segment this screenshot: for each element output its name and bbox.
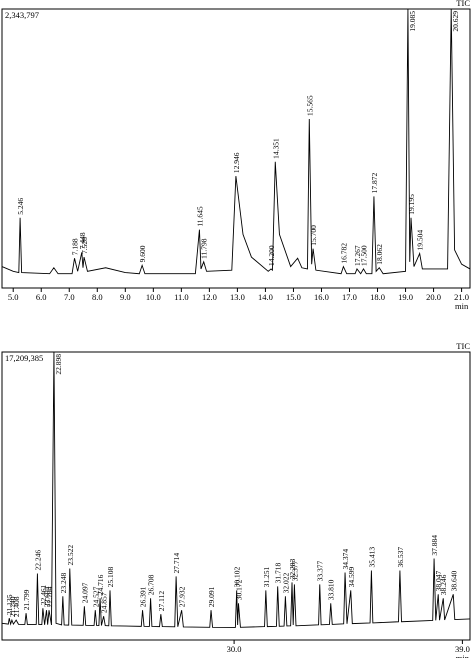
peak-label: 17.500 [360, 245, 369, 266]
x-tick-label: 19.0 [398, 292, 413, 302]
peak-label: 9.600 [138, 245, 147, 262]
peak-label: 20.629 [451, 11, 460, 32]
plot-frame [1, 8, 471, 289]
peak-label: 22.704 [45, 586, 54, 607]
peak-label: 5.246 [16, 198, 25, 215]
y-tick-label: 2,343,797 [5, 10, 39, 20]
x-tick-label: 8.0 [92, 292, 103, 302]
tic-trace [1, 351, 471, 628]
peak-label: 29.091 [207, 586, 216, 607]
peak-label: 32.283 [288, 559, 297, 580]
peak-label: 23.248 [59, 572, 68, 593]
peak-label: 24.527 [91, 586, 100, 607]
legend-entry: TIC [456, 0, 470, 8]
peak-label: 25.108 [106, 566, 115, 587]
peak-label: 34.374 [341, 549, 350, 570]
peak-label: 17.267 [353, 245, 362, 266]
peak-label: 27.112 [157, 591, 166, 612]
peak-label: 19.195 [407, 194, 416, 215]
x-tick-label: 18.0 [370, 292, 385, 302]
x-tick-label: 6.0 [36, 292, 47, 302]
x-tick-label: 14.0 [258, 292, 273, 302]
peak-label: 11.645 [195, 206, 204, 227]
x-tick-label: 13.0 [230, 292, 245, 302]
peak-label: 23.522 [66, 545, 75, 566]
plot-frame [1, 351, 471, 641]
peak-label: 32.377 [290, 561, 299, 582]
peak-label: 30.102 [233, 566, 242, 587]
x-tick-label: 16.0 [314, 292, 329, 302]
peak-label: 33.377 [316, 561, 325, 582]
peak-label: 21.799 [22, 589, 31, 610]
peak-label: 19.504 [416, 230, 425, 251]
peak-label: 21.408 [12, 596, 21, 617]
x-tick-label: 7.0 [64, 292, 75, 302]
x-tick-label: 15.0 [286, 292, 301, 302]
x-tick-label: 9.0 [120, 292, 131, 302]
peak-label: 38.640 [449, 570, 458, 591]
peak-label: 27.932 [178, 586, 187, 607]
peak-label: 14.351 [271, 138, 280, 159]
peak-label: 15.565 [305, 95, 314, 116]
peak-label: 22.246 [33, 550, 42, 571]
peak-label: 24.857 [100, 592, 109, 613]
legend-entry: TIC [456, 341, 470, 351]
peak-label: 32.022 [281, 572, 290, 593]
peak-label: 7.188 [71, 238, 80, 255]
x-tick-label: 20.0 [426, 292, 441, 302]
x-tick-label: 11.0 [174, 292, 189, 302]
peak-label: 7.448 [78, 232, 87, 249]
peak-label: 22.604 [42, 586, 51, 607]
x-tick-label: 5.0 [8, 292, 19, 302]
peak-label: 22.898 [54, 354, 63, 375]
peak-label: 38.047 [434, 570, 443, 591]
peak-label: 26.708 [147, 574, 156, 595]
peak-label: 18.062 [375, 244, 384, 265]
peak-label: 35.413 [367, 547, 376, 568]
peak-label: 36.537 [396, 547, 405, 568]
peak-label: 21.135 [5, 594, 14, 615]
peak-label: 38.246 [439, 574, 448, 595]
x-tick-label: 39.0 [455, 644, 470, 654]
peak-label: 24.097 [80, 582, 89, 603]
peak-label: 17.872 [370, 172, 379, 193]
x-tick-label: 30.0 [227, 644, 242, 654]
peak-label: 31.718 [274, 563, 283, 584]
peak-label: 33.810 [327, 579, 336, 600]
peak-label: 26.391 [139, 586, 148, 607]
x-axis-label: min [456, 653, 470, 658]
tic-trace [1, 9, 471, 275]
peak-label: 16.782 [339, 243, 348, 264]
peak-label: 22.461 [39, 584, 48, 605]
peak-label: 11.798 [200, 238, 209, 259]
peak-label: 37.884 [430, 535, 439, 556]
peak-label: 27.714 [172, 553, 181, 574]
peak-label: 31.251 [262, 566, 271, 587]
peak-label: 7.528 [80, 237, 89, 254]
x-tick-label: 12.0 [202, 292, 217, 302]
x-tick-label: 21.0 [454, 292, 469, 302]
peak-label: 14.200 [267, 245, 276, 266]
peak-label: 24.716 [96, 574, 105, 595]
peak-label: 19.085 [408, 11, 417, 32]
x-axis-label: min [455, 301, 469, 311]
peak-label: 21.240 [8, 596, 17, 617]
y-tick-label: 17,209,385 [5, 353, 43, 363]
peak-label: 15.700 [309, 225, 318, 246]
x-tick-label: 10.0 [146, 292, 161, 302]
peak-label: 12.946 [232, 152, 241, 173]
peak-label: 30.172 [234, 579, 243, 600]
peak-label: 34.599 [347, 566, 356, 587]
x-tick-label: 17.0 [342, 292, 357, 302]
